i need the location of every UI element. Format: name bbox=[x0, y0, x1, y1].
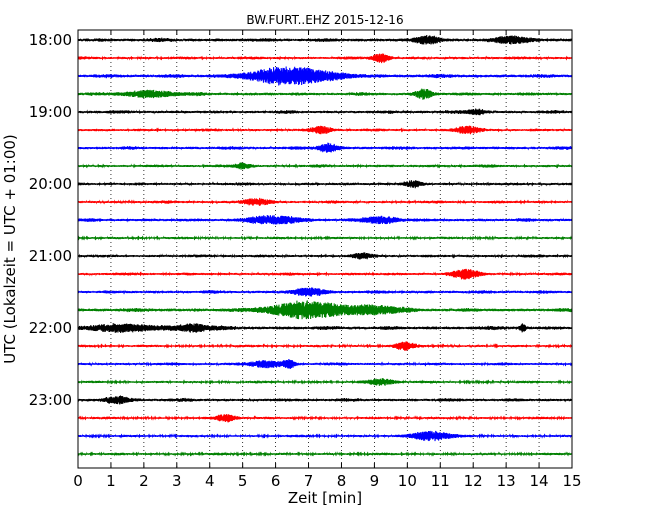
trace-line bbox=[77, 323, 573, 333]
x-tick-label: 4 bbox=[205, 472, 215, 490]
trace-line bbox=[77, 268, 573, 280]
x-tick-label: 0 bbox=[73, 472, 83, 490]
trace-line bbox=[77, 358, 573, 369]
x-tick-label: 3 bbox=[172, 472, 182, 490]
trace-line bbox=[77, 162, 573, 170]
trace-line bbox=[77, 378, 573, 386]
trace-line bbox=[77, 108, 573, 116]
trace-line bbox=[77, 197, 573, 206]
trace-line bbox=[77, 341, 573, 351]
trace-line bbox=[77, 451, 573, 457]
y-tick-label: 21:00 bbox=[29, 247, 72, 265]
x-tick-label: 11 bbox=[431, 472, 450, 490]
y-tick-label: 23:00 bbox=[29, 391, 72, 409]
y-axis-label: UTC (Lokalzeit = UTC + 01:00) bbox=[1, 134, 19, 364]
x-tick-label: 13 bbox=[497, 472, 516, 490]
trace-line bbox=[77, 180, 573, 189]
x-tick-label: 1 bbox=[106, 472, 116, 490]
trace-line bbox=[77, 88, 573, 100]
trace-line bbox=[77, 142, 573, 153]
trace-line bbox=[77, 125, 573, 135]
y-tick-label: 18:00 bbox=[29, 31, 72, 49]
x-tick-label: 2 bbox=[139, 472, 149, 490]
x-tick-label: 9 bbox=[370, 472, 380, 490]
trace-line bbox=[77, 53, 573, 64]
x-tick-label: 6 bbox=[271, 472, 281, 490]
trace-line bbox=[77, 35, 573, 45]
x-tick-label: 8 bbox=[337, 472, 347, 490]
x-tick-label: 14 bbox=[530, 472, 549, 490]
chart-title: BW.FURT..EHZ 2015-12-16 bbox=[246, 13, 403, 27]
y-axis-ticks: 18:00 19:00 20:00 21:00 22:00 23:00 bbox=[29, 31, 572, 409]
y-tick-label: 22:00 bbox=[29, 319, 72, 337]
trace-line bbox=[77, 414, 573, 423]
x-axis-label: Zeit [min] bbox=[288, 489, 362, 507]
x-tick-label: 10 bbox=[398, 472, 417, 490]
trace-line bbox=[77, 235, 573, 241]
x-axis-ticks: 0 1 2 3 4 5 6 7 8 9 10 11 12 13 14 15 bbox=[73, 30, 582, 490]
x-tick-label: 12 bbox=[464, 472, 483, 490]
y-tick-label: 19:00 bbox=[29, 103, 72, 121]
trace-group bbox=[77, 35, 573, 457]
trace-line bbox=[77, 287, 573, 297]
x-tick-label: 5 bbox=[238, 472, 248, 490]
trace-line bbox=[77, 66, 573, 86]
plot-frame bbox=[77, 29, 573, 469]
y-tick-label: 20:00 bbox=[29, 175, 72, 193]
trace-line bbox=[77, 395, 573, 405]
x-tick-label: 15 bbox=[562, 472, 581, 490]
x-tick-label: 7 bbox=[304, 472, 314, 490]
trace-line bbox=[77, 430, 573, 442]
trace-line bbox=[77, 300, 573, 320]
trace-line bbox=[77, 252, 573, 260]
trace-line bbox=[77, 215, 573, 225]
